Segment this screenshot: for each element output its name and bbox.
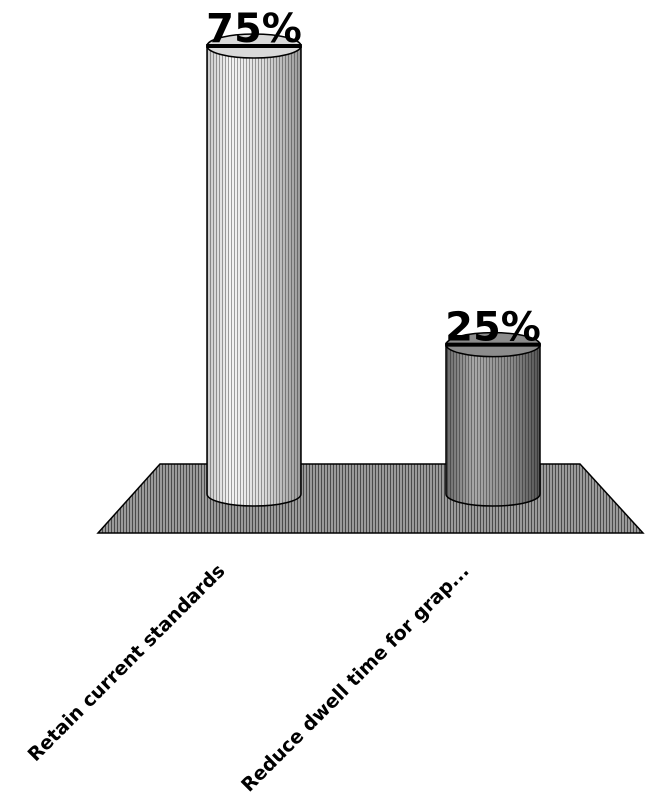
bar-outline bbox=[445, 343, 541, 507]
bar bbox=[445, 331, 541, 507]
data-label: 25% bbox=[445, 305, 541, 351]
bar-top bbox=[206, 33, 302, 59]
bar bbox=[206, 33, 302, 507]
category-label: Retain current standards bbox=[24, 560, 230, 766]
data-label: 75% bbox=[206, 6, 302, 52]
labels-layer: 75% 25% bbox=[206, 6, 541, 351]
bar-outline bbox=[206, 45, 302, 507]
category-labels-layer: Retain current standards Reduce dwell tim… bbox=[24, 560, 474, 796]
bar-top bbox=[445, 331, 541, 358]
category-label: Reduce dwell time for grap... bbox=[237, 560, 473, 796]
chart-floor bbox=[96, 463, 645, 534]
bars-layer bbox=[206, 33, 541, 507]
